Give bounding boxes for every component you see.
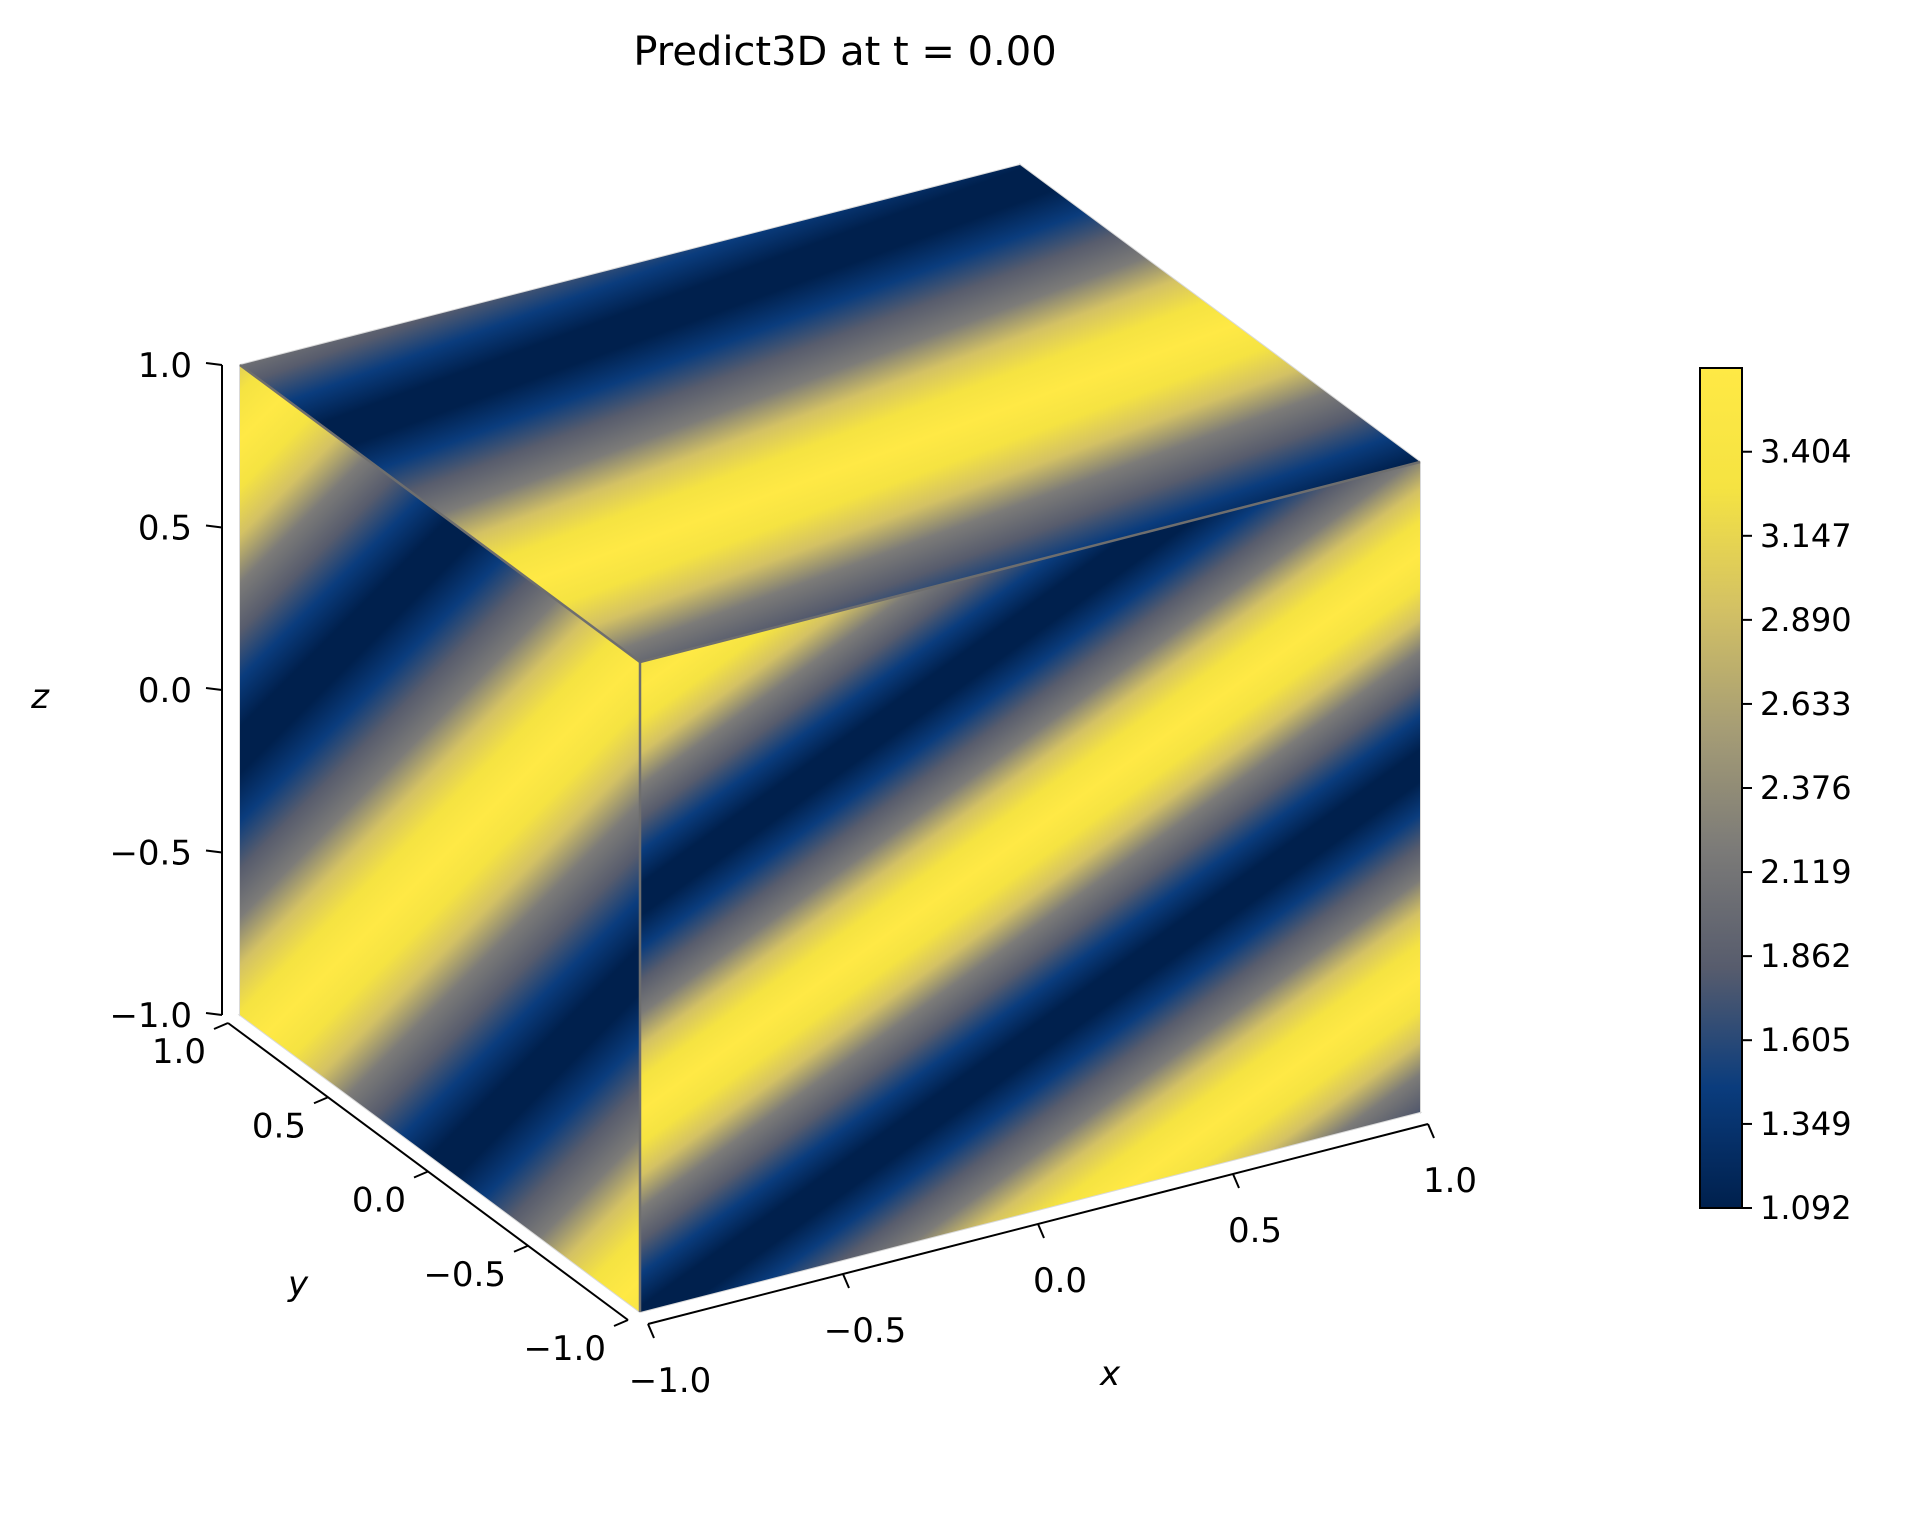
colorbar-tick-label: 3.404 [1760, 433, 1852, 471]
x-tick-label: 1.0 [1423, 1161, 1477, 1201]
edge-top-left [239, 363, 641, 664]
z-tick-label: 0.5 [138, 509, 192, 549]
z-tick-label: −1.0 [109, 996, 192, 1036]
y-tick [413, 1170, 429, 1179]
y-tick-label: −0.5 [423, 1255, 506, 1295]
colorbar-tick-label: 1.862 [1760, 937, 1852, 975]
colorbar-tick-label: 2.633 [1760, 685, 1852, 723]
z-tick [205, 687, 223, 691]
colorbar-tick-label: 2.376 [1760, 769, 1852, 807]
z-tick [205, 524, 223, 529]
chart-title: Predict3D at t = 0.00 [633, 29, 1056, 75]
y-tick [613, 1319, 629, 1327]
z-tick-label: −0.5 [109, 834, 192, 874]
z-tick [205, 1012, 223, 1016]
colorbar: 1.092 1.349 1.605 1.862 2.119 2.376 2.633 2.890… [1699, 367, 1852, 1227]
y-tick [513, 1244, 529, 1253]
z-tick [205, 849, 223, 854]
colorbar-gradient [1699, 367, 1743, 1209]
x-tick-label: 0.0 [1033, 1261, 1087, 1301]
x-tick [1427, 1123, 1435, 1139]
cube-faces [240, 165, 1420, 1312]
colorbar-tick-label: 2.119 [1760, 853, 1852, 891]
x-tick-label: 0.5 [1228, 1211, 1282, 1251]
left-face [240, 365, 640, 1312]
y-tick-label: 1.0 [152, 1032, 206, 1072]
y-tick [213, 1022, 229, 1030]
colorbar-tick-label: 3.147 [1760, 517, 1852, 555]
x-tick-label: −0.5 [824, 1311, 907, 1351]
x-tick [1232, 1173, 1240, 1189]
x-axis-label: x [1099, 1354, 1121, 1394]
edge-top-front [639, 460, 1421, 664]
y-tick-label: 0.0 [352, 1181, 406, 1221]
axis-ticks: −1.0 −1.0 −1.0 −0.5 −0.5 −0.5 0.0 0.0 0.0 0.5 0.5 0… [109, 346, 1477, 1401]
front-face [640, 462, 1420, 1312]
z-tick [205, 362, 223, 366]
x-tick [842, 1273, 850, 1289]
colorbar-tick-label: 1.349 [1760, 1105, 1852, 1143]
y-axis-label: y [287, 1264, 309, 1304]
top-face [240, 165, 1420, 662]
y-tick-label: −1.0 [523, 1329, 606, 1369]
x-tick [1037, 1223, 1045, 1239]
colorbar-tick-label: 2.890 [1760, 601, 1852, 639]
y-tick [313, 1096, 329, 1105]
x-tick-label: −1.0 [629, 1361, 712, 1401]
colorbar-tick-label: 1.605 [1760, 1021, 1852, 1059]
colorbar-tick-label: 1.092 [1760, 1189, 1852, 1227]
x-tick [647, 1323, 655, 1339]
cube-edges [239, 363, 1421, 1312]
z-tick-label: 0.0 [138, 671, 192, 711]
z-axis-label: z [30, 677, 50, 717]
y-tick-label: 0.5 [252, 1106, 306, 1146]
z-tick-label: 1.0 [138, 346, 192, 386]
